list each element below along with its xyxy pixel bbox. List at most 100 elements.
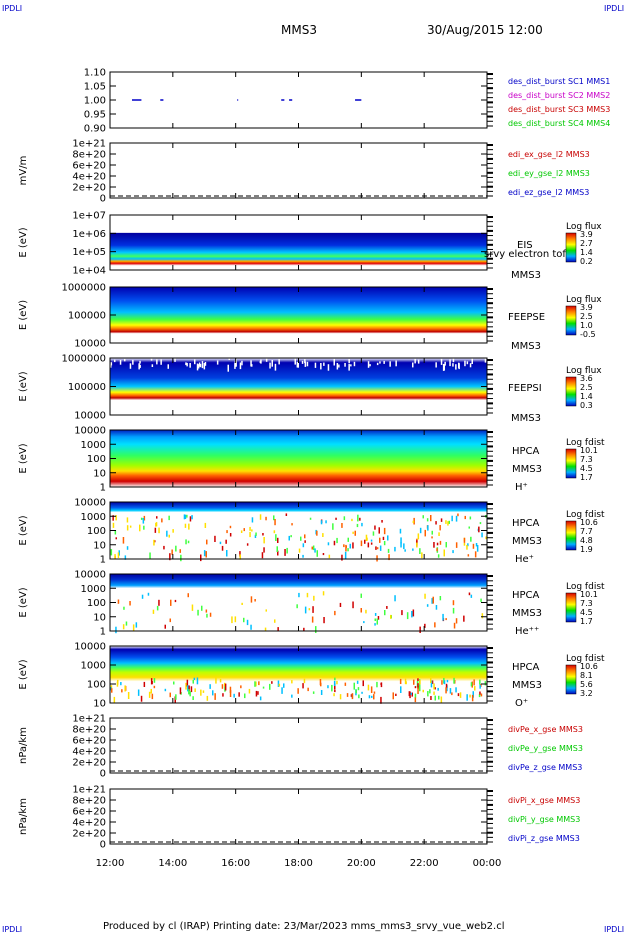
divpi-ytick-label: 4e+20	[72, 818, 106, 829]
divpi-ylabel: nPa/km	[18, 798, 29, 835]
hpca_h-colorbar-tick: 1.7	[580, 473, 593, 482]
hpca_he-speckle	[226, 550, 228, 557]
divpe-legend-entry: divPe_x_gse MMS3	[508, 725, 583, 734]
hpca_o-instrument-label: HPCA	[512, 662, 540, 673]
hpca_hepp-speckle	[241, 602, 243, 605]
feeps_e-colorbar-tick: 2.5	[580, 312, 593, 321]
hpca_he-speckle	[114, 530, 117, 535]
hpca_hepp-speckle	[322, 591, 325, 596]
hpca_o-speckle	[392, 692, 394, 700]
hpca_he-speckle	[421, 552, 423, 559]
hpca_he-speckle	[438, 532, 440, 536]
feeps_e-ylabel: E (eV)	[18, 300, 29, 330]
hpca_he-speckle	[475, 543, 478, 547]
hpca_hepp-speckle	[250, 596, 253, 603]
hpca_o-speckle	[271, 681, 273, 684]
hpca_hepp-speckle	[432, 596, 434, 604]
hpca_he-speckle	[161, 518, 163, 523]
feeps_i-ytick-label: 1000000	[61, 354, 106, 365]
hpca_he-speckle	[343, 544, 345, 548]
feeps_i-speckle	[156, 359, 158, 365]
hpca_he-speckle	[184, 514, 187, 519]
hpca_o-speckle	[430, 678, 432, 683]
hpca_hepp-speckle	[406, 612, 409, 620]
hpca_he-speckle	[179, 549, 181, 553]
hpca_he-ytick-label: 1000	[81, 512, 106, 523]
hpca_he-speckle	[229, 533, 232, 537]
feeps_i-speckle	[174, 358, 176, 362]
hpca_h-ytick-label: 1	[100, 483, 106, 494]
hpca_o-speckle	[259, 696, 262, 701]
hpca_he-speckle	[153, 539, 155, 546]
eis-spectrogram	[110, 215, 487, 270]
hpca_he-speckle	[290, 535, 292, 538]
hpca_he-speckle	[221, 545, 224, 551]
hpca_o-speckle	[283, 683, 285, 688]
hpca_hepp-speckle	[426, 604, 429, 607]
hpca_hepp-speckle	[308, 608, 311, 611]
hpca_he-speckle	[188, 523, 190, 530]
hpca_he-speckle	[343, 516, 346, 521]
divpi-ytick-label: 8e+20	[72, 796, 106, 807]
hpca_hepp-speckle	[304, 606, 307, 614]
hpca_he-speckle	[436, 542, 439, 546]
hpca_he-speckle	[169, 553, 171, 561]
hpca_o-speckle	[471, 694, 474, 702]
hpca_o-speckle	[194, 688, 196, 692]
hpca_he-speckle	[114, 554, 116, 560]
hpca_h-spectrogram	[110, 430, 487, 487]
feeps_i-colorbar-tick: 3.6	[580, 374, 593, 383]
feeps_i-speckle	[376, 362, 379, 366]
hpca_hepp-spacecraft-label: MMS3	[512, 608, 542, 619]
x-tick-label: 22:00	[410, 858, 439, 869]
hpca_o-speckle	[443, 680, 446, 685]
feeps_i-speckle	[124, 358, 126, 362]
hpca_he-speckle	[117, 552, 120, 558]
hpca_hepp-speckle	[363, 621, 365, 624]
hpca_he-speckle	[200, 554, 202, 562]
hpca_o-speckle	[451, 692, 453, 696]
hpca_o-speckle	[414, 697, 417, 703]
hpca_he-speckle	[302, 554, 304, 558]
hpca_he-speckle	[112, 515, 114, 521]
feeps_i-speckle	[129, 363, 132, 369]
hpca_he-speckle	[370, 542, 373, 545]
hpca_hepp-ytick-label: 10000	[74, 570, 106, 581]
hpca_o-speckle	[419, 680, 421, 685]
hpca_o-speckle	[433, 691, 435, 695]
hpca_hepp-speckle	[334, 610, 336, 616]
feeps_i-speckle	[333, 358, 335, 366]
hpca_he-speckle	[467, 554, 470, 557]
hpca_he-speckle	[320, 520, 323, 525]
hpca_he-speckle	[302, 543, 305, 548]
feeps_i-speckle	[412, 362, 414, 368]
hpca_o-speckle	[417, 683, 419, 689]
hpca_he-speckle	[254, 534, 257, 538]
feeps_i-speckle	[379, 361, 381, 364]
hpca_o-speckle	[453, 677, 455, 684]
hpca_he-spacecraft-label: MMS3	[512, 536, 542, 547]
hpca_hepp-colorbar-tick: 7.3	[580, 599, 593, 608]
hpca_he-speckle	[304, 540, 306, 543]
hpca_he-speckle	[180, 554, 182, 562]
hpca_he-speckle	[378, 527, 380, 534]
feeps_e-ytick-label: 10000	[74, 339, 106, 350]
hpca_hepp-speckle	[209, 612, 212, 617]
feeps_i-speckle	[306, 361, 309, 367]
hpca_o-colorbar-tick: 3.2	[580, 689, 593, 698]
hpca_hepp-speckle	[377, 616, 380, 620]
feeps_i-speckle	[216, 360, 219, 365]
hpca_o-speckle	[150, 688, 152, 694]
hpca_he-speckle	[419, 548, 421, 554]
hpca_hepp-speckle	[234, 616, 237, 623]
hpca_he-speckle	[359, 517, 361, 521]
hpca_o-speckle	[124, 685, 126, 692]
hpca_hepp-speckle	[254, 599, 256, 602]
hpca_o-colorbar-title: Log fdist	[566, 654, 605, 664]
hpca_o-speckle	[478, 694, 481, 698]
hpca_he-speckle	[464, 515, 466, 520]
hpca_he-speckle	[168, 534, 170, 538]
hpca_o-speckle	[355, 689, 357, 694]
hpca_he-speckle	[311, 546, 313, 550]
